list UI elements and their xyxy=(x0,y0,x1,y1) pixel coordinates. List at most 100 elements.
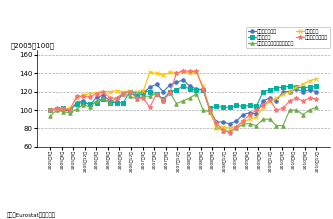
化学・医薬 xyxy=(254,105,258,108)
機械・機器 xyxy=(48,109,52,111)
自動車・輸送機器 xyxy=(148,106,152,109)
コンピューター・電子・電気 xyxy=(108,101,112,104)
コンピューター・電子・電気 xyxy=(241,122,245,125)
コンピューター・電子・電気 xyxy=(55,109,59,111)
機械・機器 xyxy=(181,70,185,73)
コンピューター・電子・電気 xyxy=(228,130,232,132)
ユーロ圈外受注 xyxy=(95,96,99,99)
機械・機器 xyxy=(148,71,152,74)
自動車・輸送機器 xyxy=(75,95,79,98)
機械・機器 xyxy=(168,71,172,74)
化学・医薬 xyxy=(75,102,79,105)
ユーロ圈外受注 xyxy=(201,88,205,91)
コンピューター・電子・電気 xyxy=(234,127,238,130)
コンピューター・電子・電気 xyxy=(201,109,205,111)
化学・医薬 xyxy=(148,90,152,93)
コンピューター・電子・電気 xyxy=(61,111,65,113)
コンピューター・電子・電気 xyxy=(248,122,252,125)
化学・医薬 xyxy=(201,88,205,91)
化学・医薬 xyxy=(55,108,59,110)
自動車・輸送機器 xyxy=(174,72,178,75)
ユーロ圈外受注 xyxy=(108,99,112,102)
ユーロ圈外受注 xyxy=(241,113,245,116)
Line: ユーロ圈外受注: ユーロ圈外受注 xyxy=(48,78,318,125)
自動車・輸送機器 xyxy=(314,98,318,100)
ユーロ圈外受注 xyxy=(168,84,172,87)
機械・機器 xyxy=(155,72,159,75)
化学・医薬 xyxy=(141,90,145,93)
Line: コンピューター・電子・電気: コンピューター・電子・電気 xyxy=(48,91,318,133)
自動車・輸送機器 xyxy=(308,97,312,99)
ユーロ圈外受注 xyxy=(75,101,79,104)
自動車・輸送機器 xyxy=(95,92,99,95)
ユーロ圈外受注 xyxy=(254,112,258,115)
コンピューター・電子・電気 xyxy=(214,125,218,128)
機械・機器 xyxy=(261,106,265,109)
化学・医薬 xyxy=(261,90,265,93)
ユーロ圈外受注 xyxy=(48,109,52,111)
ユーロ圈外受注 xyxy=(208,109,212,111)
機械・機器 xyxy=(141,89,145,92)
ユーロ圈外受注 xyxy=(221,121,225,123)
コンピューター・電子・電気 xyxy=(68,111,72,114)
化学・医薬 xyxy=(48,109,52,111)
Line: 自動車・輸送機器: 自動車・輸送機器 xyxy=(48,68,319,135)
化学・医薬 xyxy=(281,86,285,88)
機械・機器 xyxy=(81,94,85,97)
化学・医薬 xyxy=(128,90,132,93)
コンピューター・電子・電気 xyxy=(254,124,258,127)
Line: 化学・医薬: 化学・医薬 xyxy=(48,85,318,112)
化学・医薬 xyxy=(95,101,99,104)
ユーロ圈外受注 xyxy=(181,78,185,81)
自動車・輸送機器 xyxy=(194,70,198,73)
機械・機器 xyxy=(248,118,252,120)
機械・機器 xyxy=(241,121,245,123)
ユーロ圈外受注 xyxy=(148,86,152,88)
コンピューター・電子・電気 xyxy=(48,115,52,118)
ユーロ圈外受注 xyxy=(68,110,72,112)
ユーロ圈外受注 xyxy=(308,88,312,91)
ユーロ圈外受注 xyxy=(294,88,298,90)
機械・機器 xyxy=(314,78,318,80)
機械・機器 xyxy=(274,97,278,99)
機械・機器 xyxy=(201,85,205,87)
化学・医薬 xyxy=(234,104,238,107)
化学・医薬 xyxy=(208,107,212,110)
機械・機器 xyxy=(88,92,92,95)
ユーロ圈外受注 xyxy=(61,109,65,111)
コンピューター・電子・電気 xyxy=(88,106,92,109)
コンピューター・電子・電気 xyxy=(181,99,185,102)
機械・機器 xyxy=(101,90,105,93)
コンピューター・電子・電気 xyxy=(141,95,145,98)
コンピューター・電子・電気 xyxy=(268,118,272,120)
機械・機器 xyxy=(95,91,99,94)
化学・医薬 xyxy=(68,109,72,111)
自動車・輸送機器 xyxy=(135,97,139,99)
機械・機器 xyxy=(128,89,132,92)
機械・機器 xyxy=(254,116,258,119)
ユーロ圈外受注 xyxy=(234,120,238,122)
化学・医薬 xyxy=(241,105,245,108)
自動車・輸送機器 xyxy=(88,96,92,99)
ユーロ圈外受注 xyxy=(274,99,278,102)
自動車・輸送機器 xyxy=(214,122,218,124)
自動車・輸送機器 xyxy=(261,104,265,107)
機械・機器 xyxy=(115,89,119,92)
ユーロ圈外受注 xyxy=(115,101,119,104)
ユーロ圈外受注 xyxy=(281,90,285,93)
コンピューター・電子・電気 xyxy=(168,91,172,94)
化学・医薬 xyxy=(174,88,178,91)
自動車・輸送機器 xyxy=(254,109,258,111)
ユーロ圈外受注 xyxy=(174,81,178,84)
機械・機器 xyxy=(214,127,218,130)
自動車・輸送機器 xyxy=(201,88,205,90)
ユーロ圈外受注 xyxy=(135,95,139,98)
Line: 機械・機器: 機械・機器 xyxy=(48,69,318,131)
機械・機器 xyxy=(228,127,232,130)
自動車・輸送機器 xyxy=(115,97,119,99)
Legend: ユーロ圈外受注, 化学・医薬, コンピューター・電子・電気, 機械・機器, 自動車・輸送機器: ユーロ圈外受注, 化学・医薬, コンピューター・電子・電気, 機械・機器, 自動… xyxy=(246,27,330,48)
機械・機器 xyxy=(121,90,125,93)
コンピューター・電子・電気 xyxy=(81,103,85,106)
コンピューター・電子・電気 xyxy=(148,95,152,98)
機械・機器 xyxy=(188,72,192,75)
